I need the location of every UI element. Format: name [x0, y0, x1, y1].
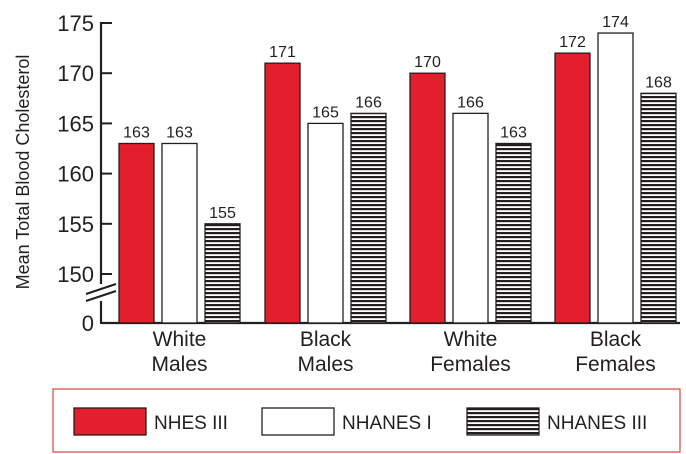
data-label: 166 [355, 94, 382, 111]
bar [350, 112, 387, 324]
data-label: 163 [500, 124, 527, 141]
y-tick-label: 155 [57, 212, 94, 237]
legend-box [52, 388, 681, 453]
axis-break-mark [85, 283, 117, 295]
data-label: 174 [602, 14, 629, 31]
bar [597, 32, 634, 324]
y-tick-label: 160 [57, 162, 94, 187]
category-label: Males [297, 353, 353, 376]
bars: 163 171 170 172 163 165 166 174 155 166 163 168 [118, 14, 677, 324]
data-label: 166 [457, 94, 484, 111]
legend-label: NHANES III [547, 413, 647, 434]
legend-swatch [466, 407, 540, 436]
data-label: 163 [166, 124, 193, 141]
bar [452, 112, 489, 324]
bar [640, 92, 677, 324]
y-axis-title: Mean Total Blood Cholesterol [13, 55, 33, 290]
legend-label: NHES III [154, 413, 228, 434]
legend: NHES III NHANES I NHANES III [73, 407, 647, 436]
y-tick-label: 150 [57, 262, 94, 287]
axis-break-mark [85, 290, 117, 302]
bar [264, 62, 301, 324]
bar [161, 142, 198, 324]
axes: 0 150 155 160 165 170 175 [57, 11, 680, 336]
bar [554, 52, 591, 324]
category-label: Females [575, 353, 656, 376]
data-label: 163 [123, 124, 150, 141]
bar [495, 142, 532, 324]
data-label: 172 [559, 34, 586, 51]
data-label: 165 [312, 104, 339, 121]
y-tick-label: 165 [57, 111, 94, 136]
legend-swatch [261, 407, 335, 436]
category-label: Females [430, 353, 511, 376]
data-label: 171 [269, 44, 296, 61]
data-label: 155 [209, 205, 236, 222]
category-label: Black [300, 328, 352, 351]
x-axis-labels: WhiteMalesBlackMalesWhiteFemalesBlackFem… [151, 328, 655, 376]
category-label: Black [590, 328, 642, 351]
bar [204, 223, 241, 324]
bar [307, 122, 344, 324]
category-label: White [153, 328, 207, 351]
bar [118, 142, 155, 324]
data-label: 170 [414, 54, 441, 71]
y-tick-label: 175 [57, 11, 94, 36]
legend-label: NHANES I [342, 413, 432, 434]
y-tick-label: 0 [82, 311, 94, 336]
legend-swatch [73, 407, 147, 436]
category-label: White [444, 328, 498, 351]
bar [409, 72, 446, 324]
data-label: 168 [645, 74, 672, 91]
y-tick-label: 170 [57, 61, 94, 86]
category-label: Males [151, 353, 207, 376]
